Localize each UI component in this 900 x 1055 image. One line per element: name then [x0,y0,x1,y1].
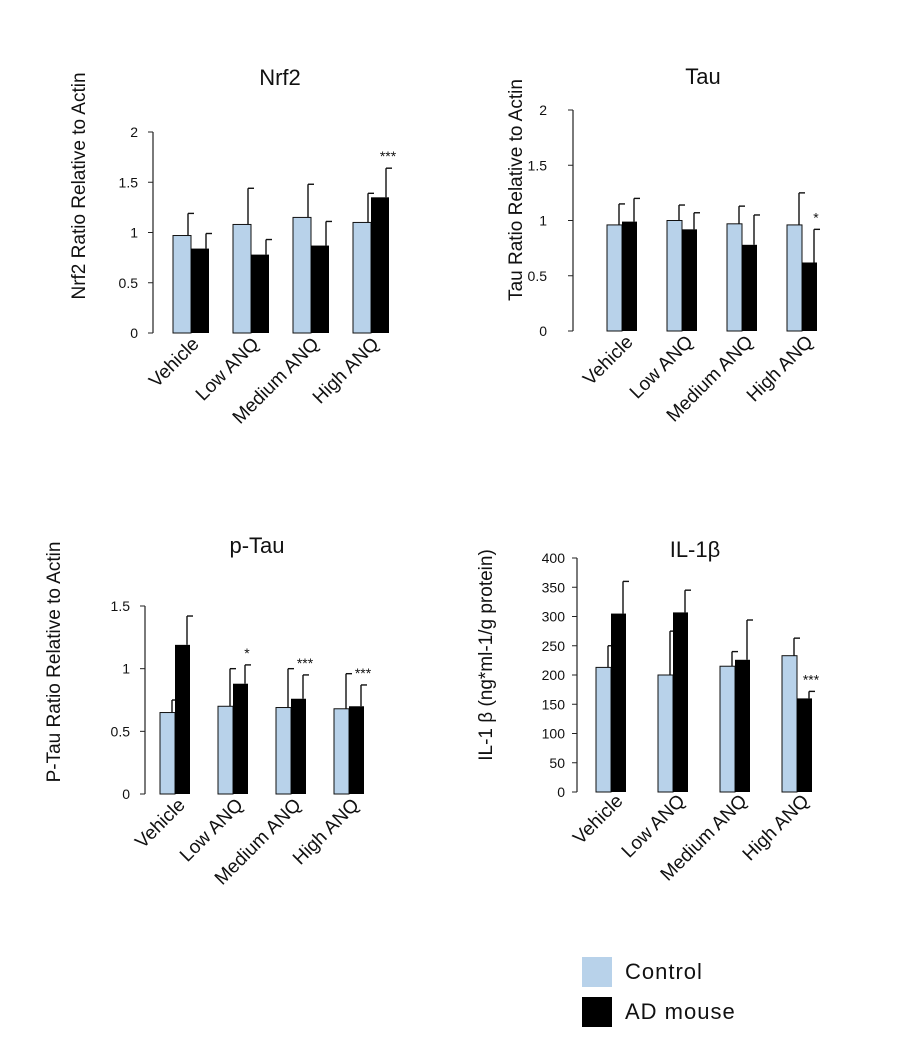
legend: Control AD mouse [582,955,782,1035]
y-tick-label: 0 [557,784,565,800]
x-tick-label: Vehicle [131,795,189,853]
y-tick-label: 0.5 [111,723,131,739]
bar-ad-mouse-vehicle [611,613,626,792]
y-tick-label: 1.5 [528,157,548,173]
y-axis-label: IL-1 β (ng*ml-1/g protein) [476,549,497,761]
legend-swatch-control [582,957,612,987]
bar-ad-mouse-medium-anq [291,698,306,794]
bar-control-high-anq [786,224,803,332]
legend-label-control: Control [625,959,703,984]
bar-control-high-anq [352,221,372,334]
significance-label: *** [380,148,397,164]
y-tick-label: 1 [539,213,547,229]
bar-control-medium-anq [726,223,743,332]
y-tick-label: 400 [542,550,566,566]
y-axis-label: P-Tau Ratio Relative to Actin [44,542,65,783]
y-tick-label: 0.5 [119,275,139,291]
bar-ad-mouse-high-anq [371,197,389,333]
y-axis-label: Tau Ratio Relative to Actin [506,79,527,301]
bar-ad-mouse-high-anq [349,706,364,794]
y-tick-label: 150 [542,696,566,712]
bar-control-low-anq [666,220,683,332]
significance-label: *** [355,665,372,681]
y-tick-label: 1.5 [111,598,131,614]
x-tick-label: High ANQ [739,791,814,866]
bar-ad-mouse-low-anq [673,612,688,792]
y-tick-label: 0 [130,325,138,341]
bar-ad-mouse-low-anq [682,229,697,331]
chart-title: p-Tau [229,533,284,558]
y-tick-label: 200 [542,667,566,683]
y-tick-label: 300 [542,609,566,625]
bar-control-high-anq [333,708,350,795]
bar-ad-mouse-medium-anq [735,659,750,792]
x-tick-label: Vehicle [569,791,627,849]
significance-label: *** [803,671,820,687]
bar-control-vehicle [595,666,612,793]
y-axis-label: Nrf2 Ratio Relative to Actin [69,72,90,299]
significance-label: * [813,209,819,225]
bar-ad-mouse-medium-anq [742,244,757,331]
y-tick-label: 0 [122,786,130,802]
bar-control-vehicle [606,224,623,332]
y-tick-label: 2 [539,102,547,118]
chart-title: Nrf2 [259,65,301,90]
bar-ad-mouse-high-anq [802,262,817,331]
bar-ad-mouse-vehicle [175,644,190,794]
x-tick-label: Vehicle [579,332,637,390]
y-tick-label: 50 [549,755,565,771]
bar-ad-mouse-medium-anq [311,245,329,333]
legend-swatch-ad-mouse [582,997,612,1027]
bar-ad-mouse-vehicle [622,221,637,331]
y-tick-label: 250 [542,638,566,654]
legend-label-ad-mouse: AD mouse [625,999,736,1024]
y-tick-label: 1 [130,225,138,241]
chart-tau: Tau Tau Ratio Relative to Actin 0 0.5 1 1.5 2 V… [506,64,820,426]
y-tick-label: 100 [542,726,566,742]
bar-control-low-anq [217,705,234,795]
bar-ad-mouse-low-anq [233,683,248,794]
chart-title: IL-1β [670,537,721,562]
bar-control-medium-anq [292,216,312,334]
y-tick-label: 0 [539,323,547,339]
x-tick-label: High ANQ [309,334,384,409]
legend-item-ad-mouse: AD mouse [582,995,736,1029]
chart-il-1: IL-1β IL-1 β (ng*ml-1/g protein) 0 50 100 150… [476,537,820,885]
y-tick-label: 1.5 [119,174,139,190]
bar-ad-mouse-vehicle [191,248,209,333]
bar-control-vehicle [159,712,176,795]
significance-label: * [244,645,250,661]
bar-control-medium-anq [719,665,736,793]
bar-control-low-anq [657,674,674,793]
bar-control-low-anq [232,223,252,334]
bar-control-high-anq [781,655,798,793]
x-tick-label: Vehicle [145,334,203,392]
y-tick-label: 350 [542,579,566,595]
bar-control-vehicle [172,235,192,334]
legend-item-control: Control [582,955,703,989]
chart-nrf2: Nrf2 Nrf2 Ratio Relative to Actin 0 0.5 1 1.5… [69,65,397,428]
significance-label: *** [297,655,314,671]
bar-ad-mouse-high-anq [797,698,812,792]
chart-title: Tau [685,64,720,89]
y-tick-label: 2 [130,124,138,140]
bar-control-medium-anq [275,707,292,795]
y-tick-label: 1 [122,661,130,677]
bar-ad-mouse-low-anq [251,254,269,333]
chart-p-tau: p-Tau P-Tau Ratio Relative to Actin 0 0.5 1 1… [44,533,372,889]
y-tick-label: 0.5 [528,268,548,284]
x-tick-label: High ANQ [743,332,818,407]
